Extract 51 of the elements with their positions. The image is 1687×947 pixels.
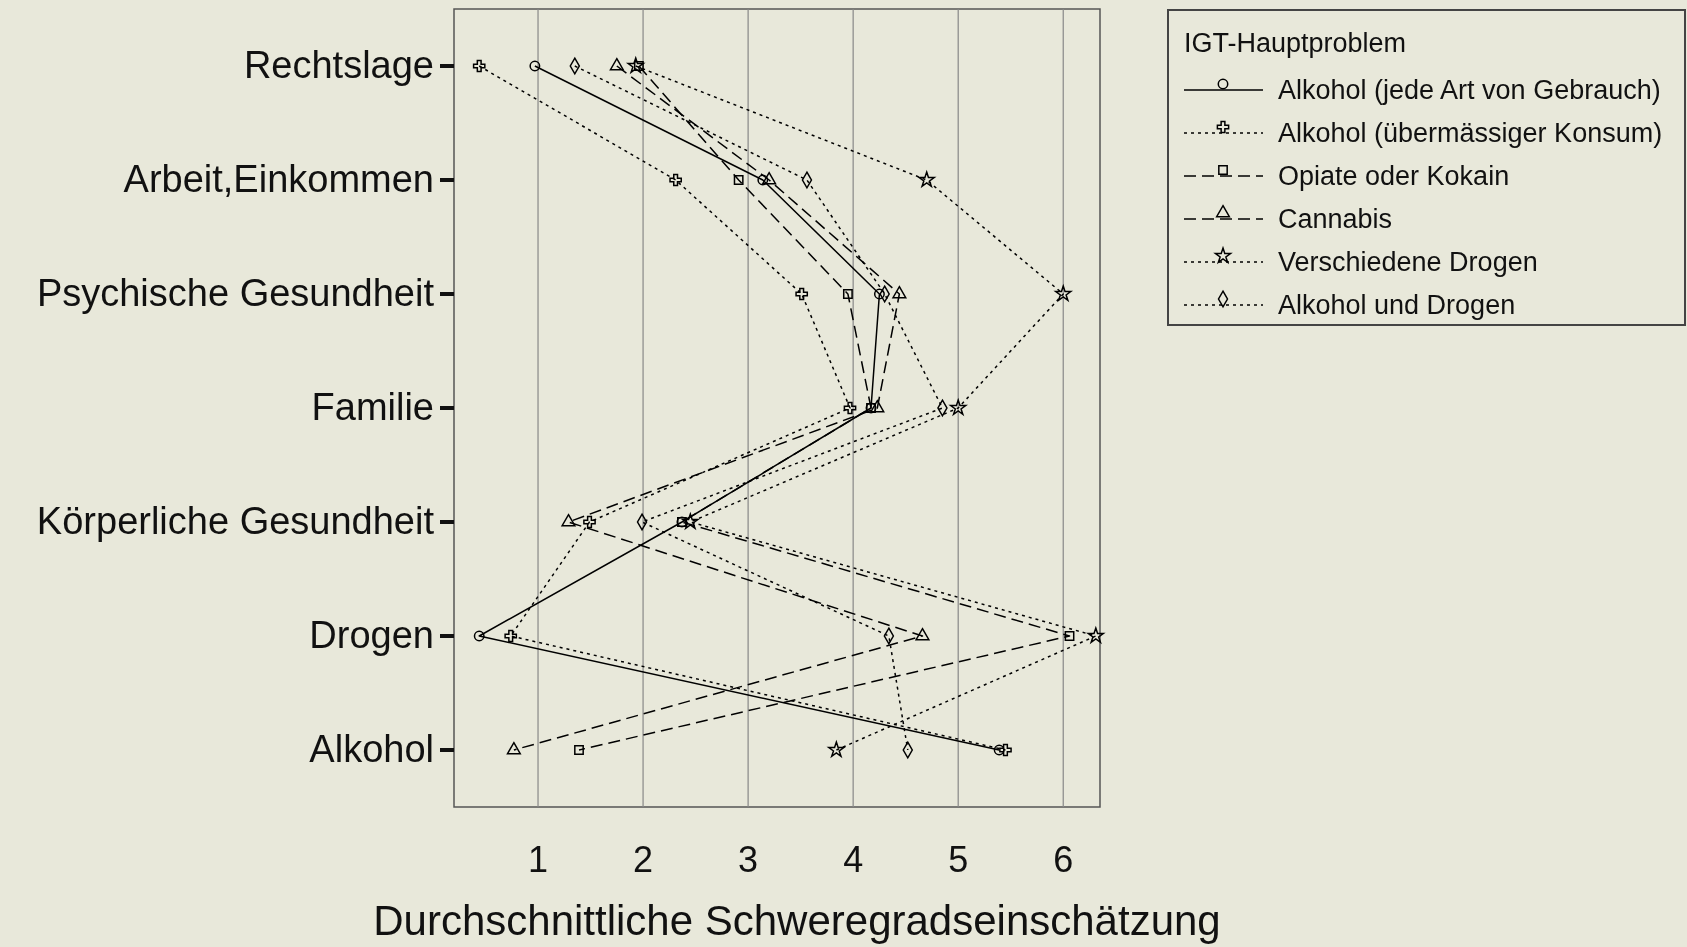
y-tick-label: Körperliche Gesundheit — [36, 500, 435, 542]
point — [561, 513, 576, 527]
point — [1064, 631, 1075, 641]
point — [842, 289, 853, 299]
point — [993, 744, 1005, 756]
x-tick-label: 3 — [738, 839, 759, 880]
point — [762, 171, 777, 185]
x-tick-label: 2 — [633, 839, 654, 880]
point — [795, 287, 809, 301]
y-tick-label: Psychische Gesundheit — [36, 272, 435, 314]
legend-title: IGT-Hauptproblem — [1184, 28, 1407, 58]
point — [472, 59, 486, 73]
point — [918, 171, 935, 188]
point — [583, 515, 596, 529]
point — [627, 57, 644, 74]
point — [870, 399, 885, 413]
point — [757, 174, 769, 186]
point — [915, 627, 930, 641]
point — [1087, 627, 1105, 644]
point — [733, 175, 744, 185]
point — [473, 630, 485, 642]
point — [949, 399, 967, 416]
legend-label: Alkohol und Drogen — [1278, 290, 1516, 320]
point — [504, 629, 518, 643]
y-tick-label: Arbeit,Einkommen — [123, 158, 434, 200]
x-tick-label: 1 — [528, 839, 549, 880]
point — [892, 285, 907, 299]
legend-label: Cannabis — [1278, 204, 1393, 234]
point — [873, 288, 885, 300]
x-tick-label: 6 — [1053, 839, 1074, 880]
legend-label: Opiate oder Kokain — [1278, 161, 1510, 191]
y-tick-label: Alkohol — [309, 728, 434, 770]
point — [529, 60, 541, 72]
point — [682, 513, 699, 530]
y-tick-label: Rechtslage — [243, 44, 434, 86]
y-tick-label: Familie — [311, 386, 434, 428]
point — [669, 173, 682, 187]
legend-label: Verschiedene Drogen — [1278, 247, 1538, 277]
point — [828, 741, 845, 758]
x-axis-title: Durchschnittliche Schweregradseinschätzung — [373, 897, 1221, 944]
y-tick-label: Drogen — [309, 614, 434, 656]
x-tick-label: 5 — [948, 839, 969, 880]
point — [999, 743, 1012, 757]
point — [1054, 285, 1072, 302]
point — [609, 57, 624, 71]
point — [843, 401, 857, 415]
x-tick-label: 4 — [843, 839, 864, 880]
legend-label: Alkohol (übermässiger Konsum) — [1278, 118, 1663, 148]
legend-label: Alkohol (jede Art von Gebrauch) — [1278, 75, 1661, 105]
point — [574, 745, 584, 755]
point — [506, 741, 521, 755]
